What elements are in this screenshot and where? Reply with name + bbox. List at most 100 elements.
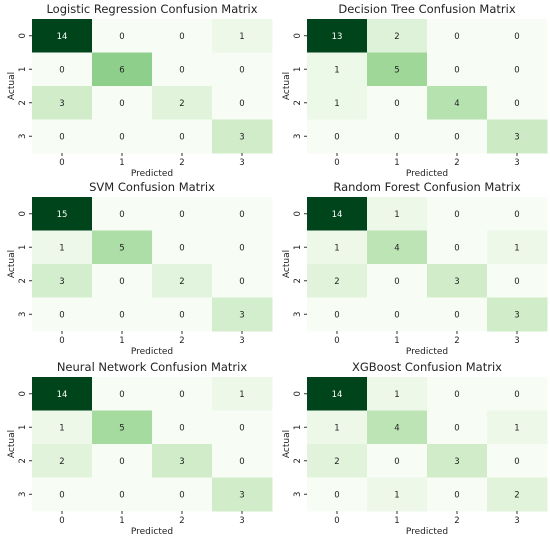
cell-value-label: 0 <box>119 490 124 500</box>
cell-value-label: 15 <box>57 210 68 220</box>
cell-value-label: 2 <box>514 490 519 500</box>
x-tick-label: 0 <box>334 336 339 346</box>
heatmap-cell <box>152 410 213 445</box>
cell-value-label: 0 <box>179 310 184 320</box>
cell-value-label: 1 <box>514 423 519 433</box>
y-axis-label: Actual <box>7 72 17 100</box>
cell-value-label: 0 <box>334 490 339 500</box>
cell-value-label: 3 <box>454 457 459 467</box>
heatmap-cell <box>427 377 488 411</box>
cell-value-label: 0 <box>179 390 184 400</box>
y-tick-label: 3 <box>18 312 28 317</box>
y-tick-label: 1 <box>293 425 303 430</box>
x-tick-label: 0 <box>59 158 64 168</box>
y-tick-label: 1 <box>293 67 303 72</box>
x-tick-label: 1 <box>394 336 399 346</box>
cell-value-label: 0 <box>239 243 244 253</box>
heatmap-cell <box>487 197 548 231</box>
x-tick-label: 1 <box>119 516 124 526</box>
cell-value-label: 0 <box>454 490 459 500</box>
heatmap-cell <box>32 19 93 53</box>
heatmap-cell <box>367 377 428 411</box>
heatmap-cell <box>152 230 213 265</box>
cell-value-label: 0 <box>59 310 64 320</box>
cell-value-label: 3 <box>179 457 184 467</box>
heatmap-cell <box>307 19 368 53</box>
cell-value-label: 0 <box>119 32 124 42</box>
cell-value-label: 3 <box>59 99 64 109</box>
heatmap-cell <box>212 52 273 87</box>
heatmap-cell <box>92 230 153 265</box>
heatmap-cell <box>92 477 153 512</box>
heatmap-cell <box>152 86 213 120</box>
heatmap-cell <box>92 52 153 87</box>
heatmap-cell <box>367 230 428 265</box>
y-tick-label: 2 <box>18 278 28 283</box>
heatmap-cell <box>367 197 428 231</box>
heatmap-cell <box>427 444 488 478</box>
heatmap-cell <box>212 410 273 445</box>
y-axis-label: Actual <box>282 250 292 278</box>
heatmap-cell <box>212 297 273 332</box>
cell-value-label: 0 <box>454 310 459 320</box>
cell-value-label: 0 <box>119 310 124 320</box>
cell-value-label: 3 <box>454 277 459 287</box>
chart-title: Random Forest Confusion Matrix <box>333 180 520 194</box>
x-tick-label: 0 <box>334 516 339 526</box>
cell-value-label: 0 <box>59 65 64 75</box>
heatmap-cell <box>487 52 548 87</box>
cell-value-label: 3 <box>59 277 64 287</box>
cell-value-label: 0 <box>454 65 459 75</box>
chart-title: SVM Confusion Matrix <box>89 180 215 194</box>
cell-value-label: 0 <box>179 243 184 253</box>
heatmap-cell <box>152 197 213 231</box>
heatmap-cell <box>307 444 368 478</box>
heatmap-cell <box>92 86 153 120</box>
heatmap-cell <box>92 377 153 411</box>
heatmap-cell <box>367 52 428 87</box>
heatmap-cell <box>307 377 368 411</box>
y-tick-label: 2 <box>18 458 28 463</box>
cell-value-label: 0 <box>119 99 124 109</box>
x-axis-label: Predicted <box>406 347 448 357</box>
cell-value-label: 0 <box>454 243 459 253</box>
heatmap-cell <box>307 86 368 120</box>
heatmap-cell <box>487 264 548 298</box>
heatmap-cell <box>32 264 93 298</box>
heatmap-cell <box>212 197 273 231</box>
cell-value-label: 3 <box>239 310 244 320</box>
heatmap-cell <box>32 230 93 265</box>
cell-value-label: 14 <box>57 32 68 42</box>
heatmap-cell <box>212 19 273 53</box>
heatmap-cell <box>487 297 548 332</box>
cell-value-label: 2 <box>179 277 184 287</box>
cell-value-label: 1 <box>334 423 339 433</box>
cell-value-label: 1 <box>239 32 244 42</box>
heatmap-cell <box>307 297 368 332</box>
cell-value-label: 2 <box>334 457 339 467</box>
heatmap-cell <box>307 264 368 298</box>
heatmap-cell <box>32 197 93 231</box>
heatmap-cell <box>212 230 273 265</box>
y-axis-label: Actual <box>282 430 292 458</box>
x-tick-label: 1 <box>394 516 399 526</box>
heatmap-cell <box>307 52 368 87</box>
cell-value-label: 0 <box>394 132 399 142</box>
y-tick-label: 2 <box>18 100 28 105</box>
cell-value-label: 0 <box>454 32 459 42</box>
heatmap-cell <box>152 119 213 154</box>
y-tick-label: 0 <box>293 391 303 396</box>
cell-value-label: 0 <box>239 277 244 287</box>
heatmap-cell <box>427 52 488 87</box>
cell-value-label: 0 <box>239 210 244 220</box>
heatmap-cell <box>487 86 548 120</box>
heatmap-cell <box>152 297 213 332</box>
x-tick-label: 2 <box>179 158 184 168</box>
cell-value-label: 1 <box>394 490 399 500</box>
heatmap-cell <box>487 19 548 53</box>
cell-value-label: 0 <box>239 457 244 467</box>
cell-value-label: 0 <box>514 65 519 75</box>
cell-value-label: 4 <box>394 423 399 433</box>
